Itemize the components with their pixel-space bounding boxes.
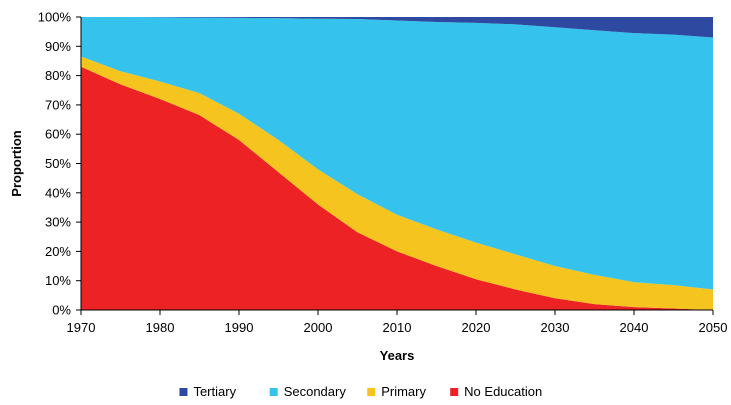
legend-label-primary: Primary [381,384,426,399]
y-tick-label: 30% [45,215,71,230]
x-tick-label: 2010 [383,320,412,335]
y-axis-title: Proportion [9,130,24,196]
y-tick-label: 100% [38,10,72,25]
x-tick-label: 2050 [699,320,728,335]
y-tick-label: 20% [45,244,71,259]
y-tick-label: 60% [45,127,71,142]
y-tick-label: 90% [45,39,71,54]
legend-label-tertiary: Tertiary [193,384,236,399]
area-secondary [81,17,713,290]
legend-swatch-tertiary [179,388,188,396]
x-axis-ticks: 1970 1980 1990 2000 2010 2020 2030 2040 2050 [67,310,728,335]
area-tertiary [81,17,713,38]
legend-swatch-no-education [450,388,459,396]
x-tick-label: 2000 [304,320,333,335]
legend: Tertiary Secondary Primary No Education [179,384,542,399]
x-tick-label: 2020 [462,320,491,335]
area-no-education [81,66,713,310]
y-tick-label: 0% [52,303,71,318]
legend-label-no-education: No Education [464,384,542,399]
y-axis-ticks: 0% 10% 20% 30% 40% 50% 60% 70% 80% 90% 100% [38,10,81,318]
plot-area [81,17,713,311]
legend-swatch-primary [367,388,376,396]
y-tick-label: 10% [45,273,71,288]
y-tick-label: 40% [45,185,71,200]
y-tick-label: 50% [45,156,71,171]
area-primary [81,56,713,311]
legend-label-secondary: Secondary [284,384,347,399]
legend-swatch-secondary [269,388,278,396]
y-tick-label: 70% [45,97,71,112]
x-tick-label: 2030 [541,320,570,335]
x-tick-label: 1970 [67,320,96,335]
x-tick-label: 2040 [620,320,649,335]
x-tick-label: 1990 [225,320,254,335]
x-tick-label: 1980 [146,320,175,335]
y-tick-label: 80% [45,68,71,83]
x-axis-title: Years [380,348,415,363]
